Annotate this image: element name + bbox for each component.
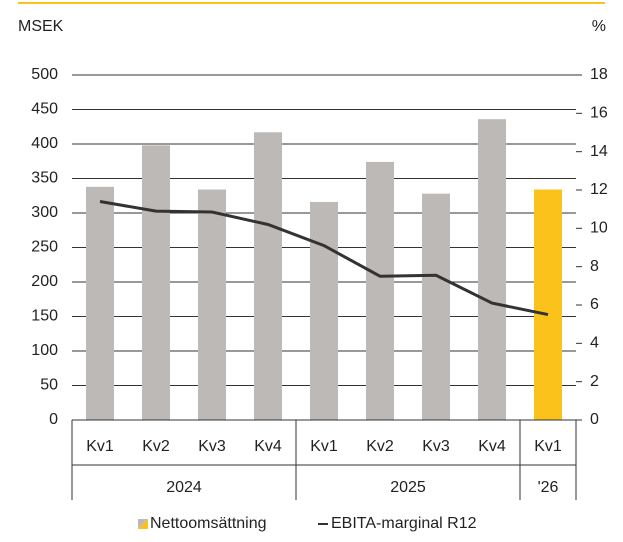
group-label: '26 bbox=[538, 479, 559, 496]
x-tick-label: Kv2 bbox=[142, 438, 170, 455]
bar bbox=[142, 145, 170, 420]
y-tick-label: 100 bbox=[31, 342, 58, 359]
y2-tick-label: 4 bbox=[590, 335, 599, 352]
y-axis-label: MSEK bbox=[18, 18, 64, 35]
y2-tick-label: 12 bbox=[590, 181, 608, 198]
y-tick-label: 0 bbox=[49, 411, 58, 428]
y-tick-label: 250 bbox=[31, 239, 58, 256]
legend-label: Nettoomsättning bbox=[150, 515, 267, 532]
bar bbox=[254, 132, 282, 420]
bar bbox=[366, 161, 394, 420]
group-label: 2025 bbox=[390, 479, 426, 496]
bar bbox=[422, 193, 450, 420]
legend-label: EBITA-marginal R12 bbox=[331, 515, 477, 532]
y2-tick-label: 10 bbox=[590, 220, 608, 237]
y2-tick-label: 8 bbox=[590, 258, 599, 275]
legend-swatch bbox=[138, 519, 148, 529]
y2-tick-label: 18 bbox=[590, 66, 608, 83]
y2-tick-label: 14 bbox=[590, 143, 608, 160]
y2-tick-label: 0 bbox=[590, 411, 599, 428]
bar bbox=[534, 189, 562, 420]
line bbox=[99, 200, 549, 317]
x-tick-label: Kv1 bbox=[310, 438, 338, 455]
y-tick-label: 150 bbox=[31, 308, 58, 325]
y-tick-label: 400 bbox=[31, 135, 58, 152]
x-tick-label: Kv2 bbox=[366, 438, 394, 455]
y-tick-label: 450 bbox=[31, 101, 58, 118]
x-tick-label: Kv3 bbox=[198, 438, 226, 455]
group-label: 2024 bbox=[166, 479, 202, 496]
x-tick-label: Kv1 bbox=[534, 438, 562, 455]
y2-tick-label: 2 bbox=[590, 373, 599, 390]
bar bbox=[86, 186, 114, 420]
y-tick-label: 500 bbox=[31, 66, 58, 83]
y-tick-label: 350 bbox=[31, 170, 58, 187]
x-tick-label: Kv4 bbox=[254, 438, 282, 455]
x-tick-label: Kv4 bbox=[478, 438, 506, 455]
y2-tick-label: 6 bbox=[590, 296, 599, 313]
y2-axis-label: % bbox=[592, 18, 606, 35]
x-tick-label: Kv1 bbox=[86, 438, 114, 455]
bar bbox=[310, 201, 338, 420]
y-tick-label: 300 bbox=[31, 204, 58, 221]
y-tick-label: 200 bbox=[31, 273, 58, 290]
bar bbox=[198, 189, 226, 420]
y2-tick-label: 16 bbox=[590, 105, 608, 122]
bar bbox=[478, 119, 506, 420]
y-tick-label: 50 bbox=[40, 377, 58, 394]
x-tick-label: Kv3 bbox=[422, 438, 450, 455]
